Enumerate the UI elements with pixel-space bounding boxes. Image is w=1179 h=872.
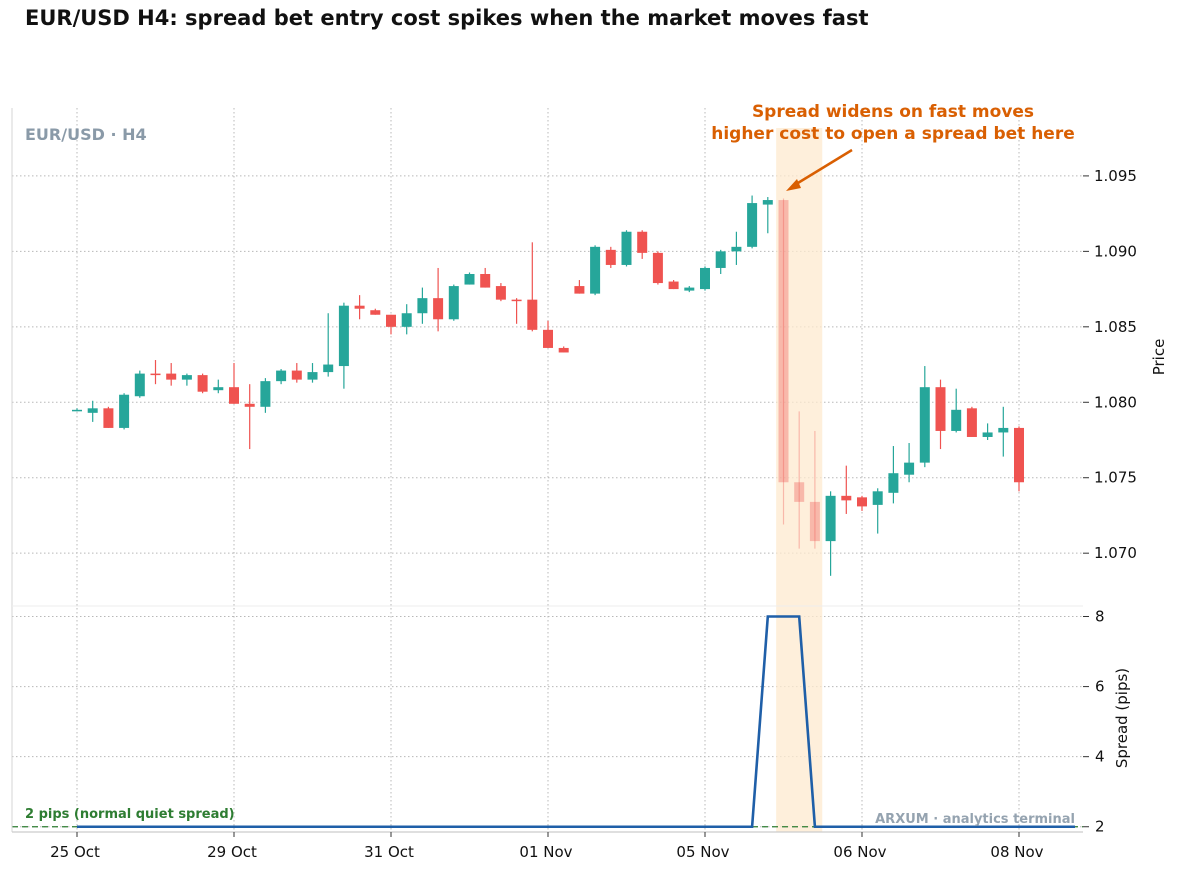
- candle-body: [150, 373, 161, 376]
- candle-body: [731, 246, 742, 252]
- baseline-label: 2 pips (normal quiet spread): [25, 807, 235, 822]
- candle-body: [778, 200, 789, 483]
- price-tick-label: 1.095: [1094, 167, 1137, 185]
- candle-body: [401, 313, 412, 327]
- candle-body: [700, 267, 710, 290]
- candle-body: [527, 299, 538, 330]
- price-axis-label: Price: [1150, 339, 1168, 376]
- candle-body: [825, 495, 836, 542]
- candle-body: [966, 408, 977, 437]
- candle-body: [480, 274, 491, 288]
- candle-body: [809, 501, 820, 542]
- candle-body: [1014, 427, 1024, 483]
- candle-body: [574, 286, 585, 294]
- x-tick-label: 25 Oct: [50, 843, 100, 861]
- candle-body: [857, 497, 867, 507]
- chart-title: EUR/USD H4: spread bet entry cost spikes…: [25, 6, 869, 30]
- footer-brand: ARXUM · analytics terminal: [875, 812, 1075, 827]
- candle-body: [668, 281, 679, 290]
- candle-body: [448, 286, 459, 320]
- spread-series: [12, 615, 1083, 829]
- candle-body: [72, 409, 82, 412]
- candle-body: [229, 387, 239, 404]
- annotation-line-2: higher cost to open a spread bet here: [711, 124, 1075, 144]
- candle-body: [684, 287, 695, 291]
- spread-line: [77, 615, 1075, 829]
- candle-body: [464, 274, 475, 285]
- price-tick-label: 1.070: [1094, 544, 1137, 562]
- candle-body: [762, 200, 773, 205]
- axes: 1.070 1.075 1.080 1.085 1.090 1.095 2 4 6 8 25 Oct…: [11, 108, 1168, 861]
- candle-body: [558, 347, 569, 353]
- candle-body: [370, 310, 381, 315]
- candle-body: [919, 387, 930, 463]
- candle-body: [621, 231, 632, 265]
- candle-body: [260, 381, 271, 407]
- candle-body: [511, 299, 522, 302]
- x-tick-label: 29 Oct: [207, 843, 257, 861]
- spread-widening-highlight: [776, 128, 823, 832]
- annotation-arrow-shaft: [792, 148, 853, 188]
- x-tick-label: 31 Oct: [364, 843, 414, 861]
- candlestick-series: [72, 195, 1024, 576]
- spread-tick-label: 8: [1095, 608, 1105, 626]
- candle-body: [605, 249, 616, 265]
- candle-body: [276, 370, 287, 382]
- candle-body: [119, 394, 130, 428]
- candle-body: [543, 329, 553, 348]
- candle-body: [433, 298, 444, 320]
- candle-body: [197, 375, 208, 392]
- price-tick-label: 1.090: [1094, 242, 1137, 260]
- candle-body: [87, 408, 98, 413]
- watermark: EUR/USD · H4: [25, 125, 147, 144]
- candle-body: [652, 252, 663, 284]
- spread-axis-label: Spread (pips): [1113, 668, 1131, 768]
- price-tick-label: 1.085: [1094, 318, 1137, 336]
- highlight-band: [776, 128, 823, 832]
- spread-tick-label: 4: [1095, 748, 1105, 766]
- x-tick-label: 08 Nov: [990, 843, 1043, 861]
- candle-body: [935, 387, 946, 431]
- candle-body: [354, 305, 365, 309]
- candle-body: [181, 375, 192, 380]
- annotation-line-1: Spread widens on fast moves: [752, 102, 1034, 122]
- candle-body: [134, 373, 145, 397]
- candle-body: [213, 387, 224, 391]
- candle-body: [166, 373, 177, 380]
- candle-body: [103, 408, 114, 428]
- gridlines: [12, 108, 1083, 832]
- candle-body: [338, 305, 349, 367]
- candle-body: [951, 409, 962, 431]
- candle-body: [637, 231, 648, 253]
- candle-body: [747, 203, 758, 247]
- candle-body: [998, 427, 1009, 433]
- candle-body: [841, 495, 852, 501]
- annotation-arrow-head: [786, 179, 801, 191]
- candle-body: [323, 364, 334, 373]
- spread-tick-label: 6: [1095, 678, 1105, 696]
- candle-body: [244, 403, 255, 407]
- candle-body: [291, 370, 302, 380]
- candle-body: [495, 286, 506, 300]
- candle-body: [715, 251, 726, 268]
- candle-body: [904, 462, 915, 475]
- candle-body: [888, 473, 899, 493]
- candle-body: [794, 482, 805, 502]
- candle-body: [982, 432, 993, 437]
- candle-body: [590, 246, 601, 294]
- x-tick-label: 06 Nov: [833, 843, 886, 861]
- candle-body: [386, 314, 396, 327]
- candle-body: [307, 372, 318, 380]
- annotations: EUR/USD · H4 Spread widens on fast movesh…: [25, 102, 1075, 827]
- spread-tick-label: 2: [1095, 818, 1105, 836]
- candle-body: [417, 298, 428, 314]
- x-tick-label: 05 Nov: [676, 843, 729, 861]
- x-tick-label: 01 Nov: [519, 843, 572, 861]
- price-tick-label: 1.075: [1094, 469, 1137, 487]
- candle-body: [872, 491, 883, 505]
- price-tick-label: 1.080: [1094, 393, 1137, 411]
